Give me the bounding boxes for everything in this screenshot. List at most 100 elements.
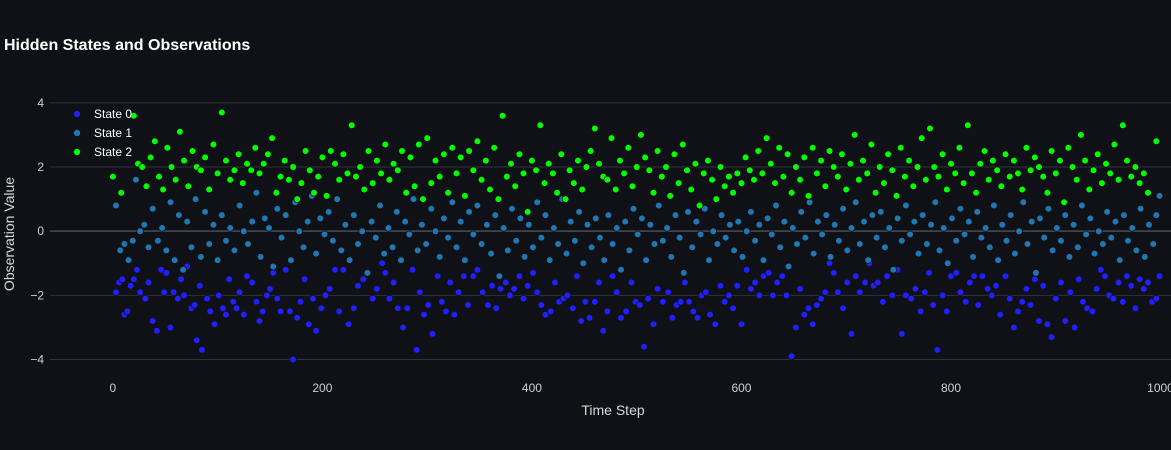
data-point [1043,320,1052,329]
data-point [413,246,422,255]
data-point [1115,256,1124,264]
data-point [469,230,478,239]
data-point [222,156,230,165]
data-point [607,134,616,142]
data-point [664,288,672,297]
data-point [989,156,997,165]
data-point [281,211,290,219]
legend-item-state-2[interactable]: State 2 [73,145,132,159]
data-point [880,179,888,187]
data-point [132,176,140,184]
data-point [839,204,847,213]
data-point [1065,253,1074,261]
data-point [550,224,558,232]
data-point [668,313,677,322]
data-point [653,147,662,155]
data-point [684,208,692,216]
data-point [692,217,701,226]
data-point [970,272,978,280]
data-point [321,291,330,300]
data-point [628,182,637,191]
data-point [635,301,644,309]
data-point [281,265,290,274]
data-point [884,150,892,159]
data-point [994,256,1002,264]
data-point [1074,243,1082,252]
data-point [653,285,662,293]
data-point [487,249,495,258]
data-point [741,153,750,162]
data-point [897,237,906,245]
data-point [725,291,733,300]
data-point [180,156,188,165]
data-point [191,195,200,203]
legend-item-state-0[interactable]: State 0 [73,107,132,121]
data-point [218,211,226,219]
data-point [926,124,934,133]
data-point [817,294,825,303]
data-point [491,211,500,219]
data-point [331,265,339,274]
data-point [842,185,850,194]
data-point [339,265,348,274]
data-point [978,272,987,280]
data-point [1123,156,1131,165]
data-point [952,237,960,245]
data-point [1078,201,1086,210]
data-point [129,237,137,245]
data-point [711,320,720,329]
data-point [1026,301,1035,309]
data-point [742,265,751,274]
data-points [109,108,1164,364]
data-point [782,291,791,300]
legend-label: State 1 [94,126,132,140]
data-point [130,275,138,284]
data-point [450,310,459,319]
data-point [388,243,397,252]
data-point [1052,169,1060,178]
data-point [1018,297,1026,306]
data-point [792,323,800,332]
data-point [433,272,442,280]
data-point [859,156,867,165]
data-point [378,259,386,268]
data-point [160,288,169,297]
x-tick-label: 600 [731,381,751,395]
data-point [368,294,377,303]
data-point [716,281,725,290]
data-point [248,278,257,287]
legend[interactable]: State 0 State 1 State 2 [73,107,132,159]
data-point [733,281,742,290]
data-point [419,195,427,203]
data-point [583,221,592,229]
data-point [1052,294,1060,303]
data-point [641,153,649,162]
data-point [303,217,312,226]
data-point [512,237,520,245]
data-point [574,156,582,165]
data-point [808,144,817,152]
data-point [158,224,166,232]
data-point [670,150,679,159]
data-point [244,240,252,248]
data-point [554,240,562,248]
data-point [787,352,796,361]
data-point [213,256,222,264]
data-point [847,330,856,338]
data-point [286,307,294,316]
data-point [163,144,172,152]
data-point [612,288,621,297]
data-point [171,176,180,184]
data-point [481,156,490,165]
data-point [833,288,842,297]
data-point [295,227,304,236]
data-point [910,217,919,226]
data-point [1075,275,1083,284]
data-point [959,179,968,187]
legend-item-state-1[interactable]: State 1 [73,126,132,140]
data-point [136,288,144,297]
data-point [371,233,380,242]
data-point [398,147,406,155]
data-point [689,307,698,316]
data-point [318,153,327,162]
